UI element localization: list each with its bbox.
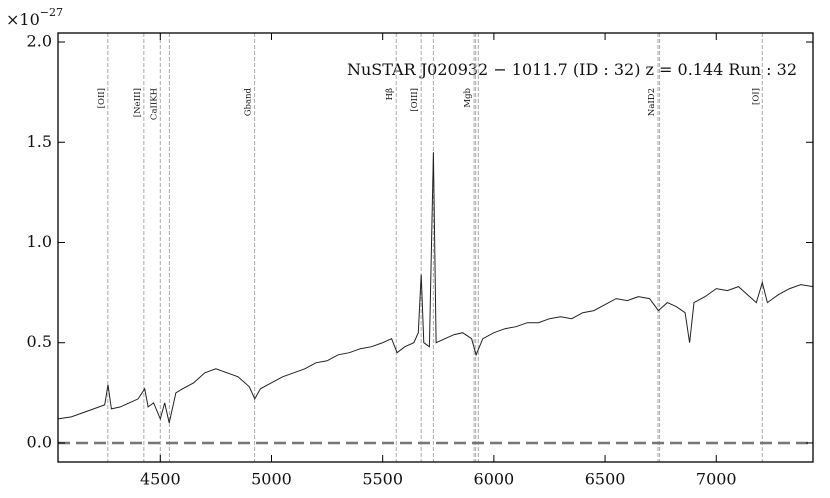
x-tick-label: 6500 [585, 470, 626, 489]
x-tick-label: 4500 [140, 470, 181, 489]
marker-label: Hβ [385, 88, 395, 100]
y-tick-label: 0.0 [27, 432, 52, 451]
offset-base: ×10 [6, 10, 40, 29]
x-tick-label: 7000 [696, 470, 737, 489]
x-tick-label: 5000 [251, 470, 292, 489]
marker-label: [OIII] [410, 88, 420, 112]
x-tick-label: 6000 [474, 470, 515, 489]
marker-label: [OII] [97, 88, 107, 108]
y-tick-label: 1.5 [27, 132, 52, 151]
x-tick-label: 5500 [362, 470, 403, 489]
chart-title: NuSTAR J020932 − 1011.7 (ID : 32) z = 0.… [347, 60, 797, 79]
y-tick-label: 2.0 [27, 32, 52, 51]
y-tick-label: 0.5 [27, 332, 52, 351]
marker-label: [OI] [751, 88, 761, 105]
marker-label: Mgb [463, 87, 473, 107]
marker-label: [NeIII] [133, 88, 143, 117]
plot-frame [57, 32, 814, 463]
spectrum-line [57, 152, 814, 424]
marker-label: CaIIKH [149, 88, 159, 120]
marker-label: NaID2 [647, 88, 657, 116]
y-tick-label: 1.0 [27, 232, 52, 251]
offset-exp: −27 [40, 6, 63, 19]
marker-label: Gband [244, 87, 254, 116]
offset-label: ×10−27 [6, 6, 63, 29]
